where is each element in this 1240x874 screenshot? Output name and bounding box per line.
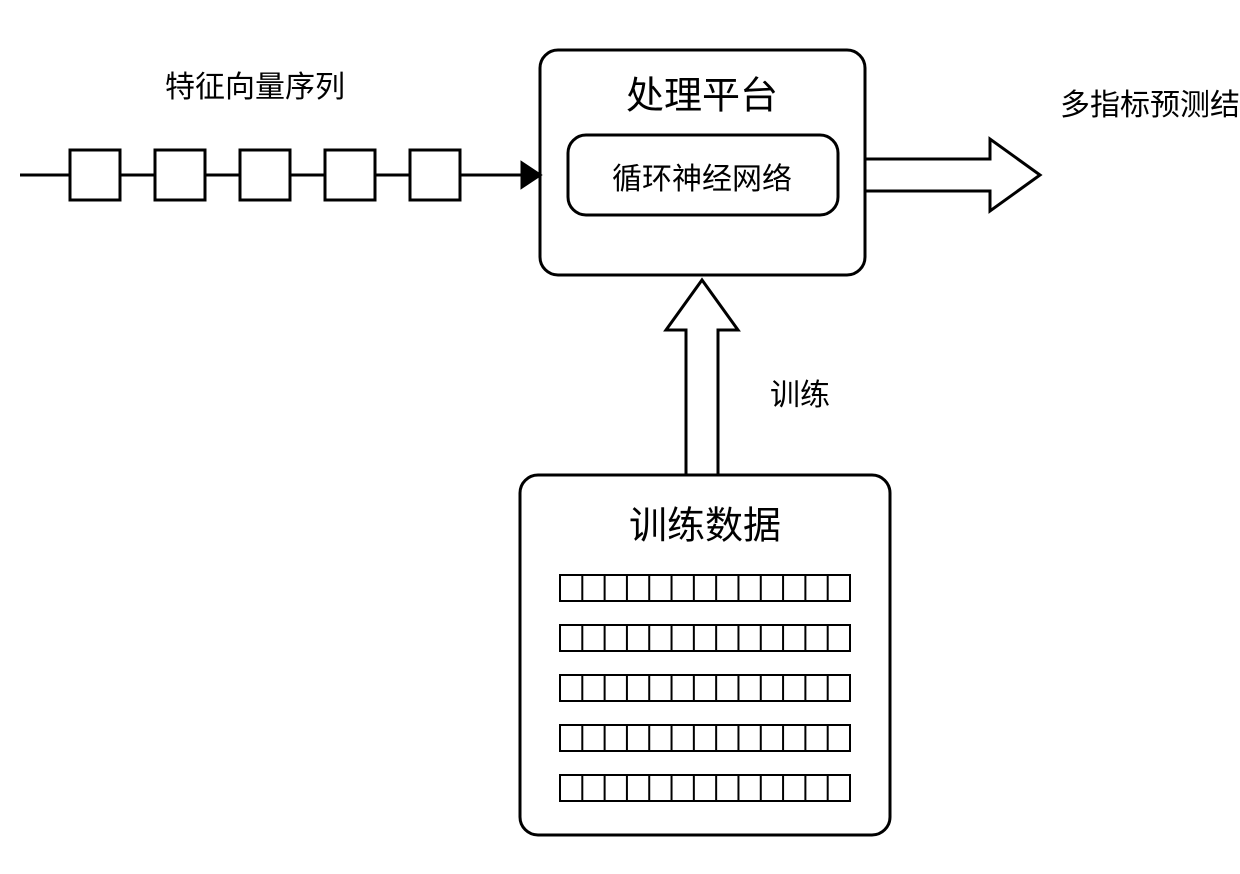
output-arrow <box>865 139 1040 211</box>
platform-title: 处理平台 <box>626 76 778 118</box>
sequence-box <box>325 150 375 200</box>
sequence-box <box>240 150 290 200</box>
train-arrow <box>666 280 738 475</box>
train-edge-label: 训练 <box>770 379 830 412</box>
training-row <box>560 575 850 601</box>
diagram-canvas: 特征向量序列 处理平台循环神经网络 多指标预测结果训练训练数据 <box>0 0 1240 874</box>
training-data-title: 训练数据 <box>629 506 781 548</box>
input-arrow-head <box>522 163 540 187</box>
output-label: 多指标预测结果 <box>1060 89 1240 122</box>
training-row <box>560 675 850 701</box>
sequence-box <box>410 150 460 200</box>
input-sequence-label: 特征向量序列 <box>165 71 345 104</box>
sequence-box <box>70 150 120 200</box>
training-row <box>560 625 850 651</box>
training-row <box>560 775 850 801</box>
rnn-label: 循环神经网络 <box>612 163 792 196</box>
training-row <box>560 725 850 751</box>
sequence-box <box>155 150 205 200</box>
